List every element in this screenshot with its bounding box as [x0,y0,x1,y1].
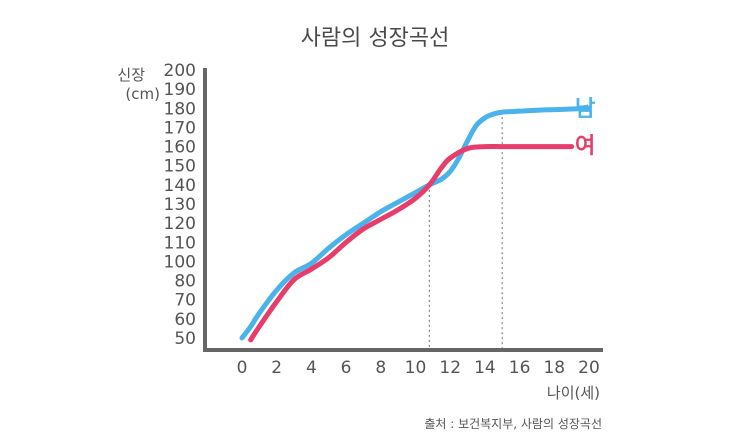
y-tick-label: 60 [174,310,196,330]
x-tick-label: 6 [341,358,352,378]
x-tick-label: 10 [405,358,427,378]
chart-title: 사람의 성장곡선 [301,26,450,51]
y-tick-label: 100 [164,252,196,272]
x-axis-ticks: 0 2 4 6 8 10 12 14 16 18 20 [237,358,600,378]
reference-lines [428,112,503,349]
x-tick-label: 8 [375,358,386,378]
x-tick-label: 4 [306,358,317,378]
y-tick-label: 110 [164,233,196,253]
y-tick-label: 50 [174,329,196,349]
x-axis-label: 나이(세) [547,384,600,402]
series-line-male [239,105,592,341]
x-tick-label: 12 [439,358,461,378]
y-tick-label: 120 [164,214,196,234]
y-axis-ticks: 5060708010011012013014015016017018019020… [164,61,196,349]
y-tick-label: 170 [164,118,196,138]
x-tick-label: 16 [509,358,531,378]
y-tick-label: 200 [164,61,196,81]
y-tick-label: 140 [164,176,196,196]
series-layer [239,105,592,343]
y-tick-label: 130 [164,195,196,215]
x-tick-label: 14 [474,358,496,378]
series-line-female [248,143,575,343]
y-tick-label: 150 [164,157,196,177]
legend-female: 여 [575,134,595,159]
x-tick-label: 18 [543,358,565,378]
legend-male: 남 [575,97,595,122]
x-tick-label: 0 [237,358,248,378]
y-tick-label: 180 [164,99,196,119]
x-tick-label: 2 [271,358,282,378]
y-tick-label: 160 [164,138,196,158]
y-tick-label: 70 [174,291,196,311]
source-note: 출처 : 보건복지부, 사람의 성장곡선 [424,417,602,431]
y-axis-label: 신장 [117,66,145,84]
y-tick-label: 80 [174,272,196,292]
x-tick-label: 20 [578,358,600,378]
y-tick-label: 190 [164,80,196,100]
y-axis-unit: (cm) [125,85,160,103]
